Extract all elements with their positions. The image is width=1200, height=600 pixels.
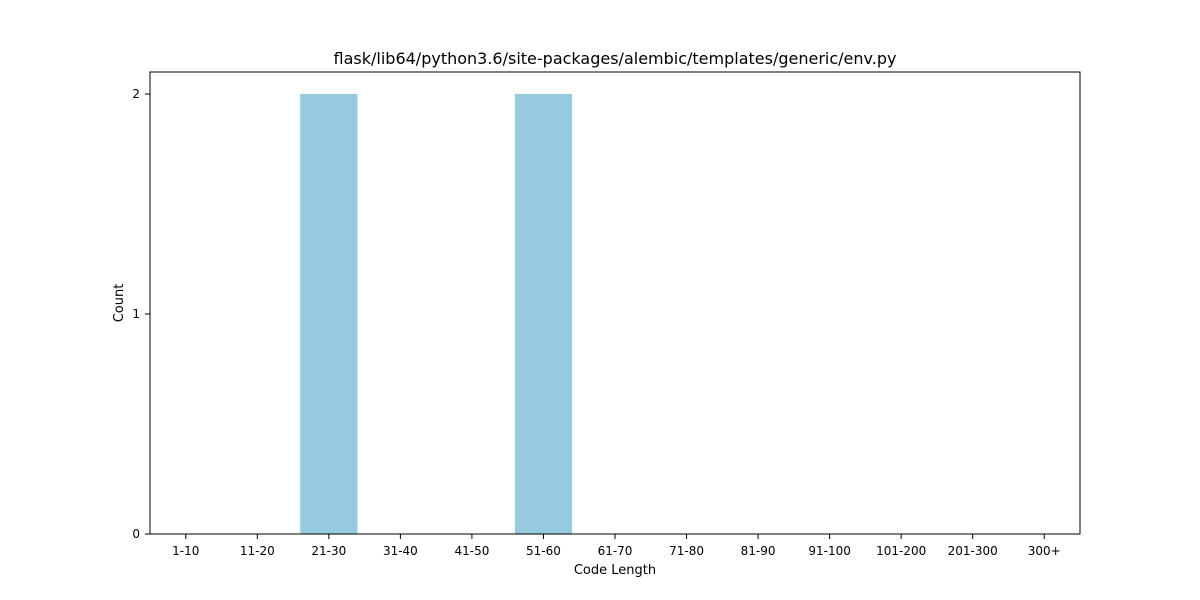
x-tick-label: 71-80: [669, 544, 704, 558]
y-tick-label: 2: [132, 87, 140, 101]
x-axis-ticks: 1-10 11-20 21-30 31-40 41-50 51-60 61-70 71-80 8…: [172, 534, 1061, 558]
x-tick-label: 31-40: [383, 544, 418, 558]
x-tick-label: 81-90: [741, 544, 776, 558]
bar-51-60: [514, 94, 573, 534]
x-tick-label: 61-70: [598, 544, 633, 558]
x-tick-label: 300+: [1028, 544, 1061, 558]
bars-layer: [300, 94, 573, 534]
plot-frame: [149, 71, 1081, 535]
y-axis-label: Count: [112, 284, 127, 323]
x-tick-label: 41-50: [454, 544, 489, 558]
bar-21-30: [300, 94, 358, 534]
x-tick-label: 11-20: [240, 544, 275, 558]
x-tick-label: 201-300: [948, 544, 998, 558]
x-tick-label: 101-200: [876, 544, 926, 558]
x-tick-label: 1-10: [172, 544, 199, 558]
x-tick-label: 51-60: [526, 544, 561, 558]
chart-title: flask/lib64/python3.6/site-packages/alem…: [334, 49, 897, 68]
x-tick-label: 21-30: [311, 544, 346, 558]
y-tick-label: 1: [132, 307, 140, 321]
x-axis-label: Code Length: [574, 563, 656, 578]
y-tick-label: 0: [132, 527, 140, 541]
y-axis-ticks: 0 1 2: [132, 87, 150, 541]
x-tick-label: 91-100: [808, 544, 851, 558]
